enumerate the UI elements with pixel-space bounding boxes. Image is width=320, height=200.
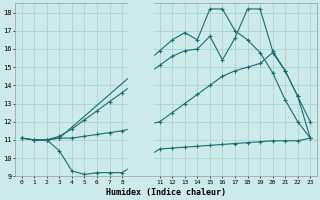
Bar xyxy=(128,3,154,176)
X-axis label: Humidex (Indice chaleur): Humidex (Indice chaleur) xyxy=(106,188,226,197)
